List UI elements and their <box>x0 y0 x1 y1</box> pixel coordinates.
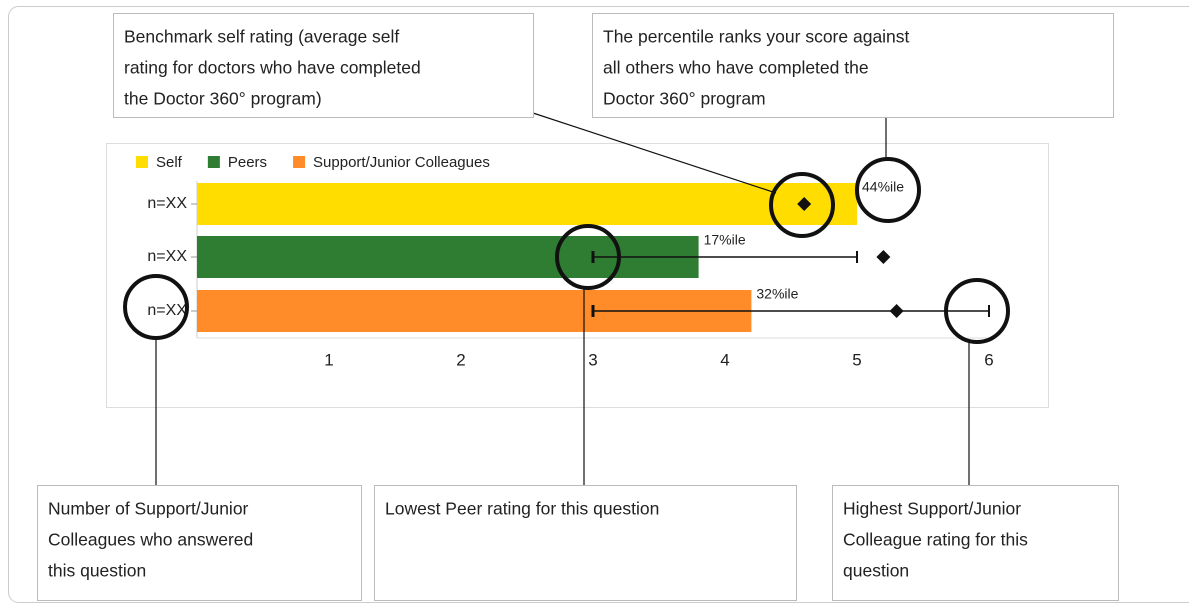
plot: 1 2 3 4 5 6 Self Peers Support/Junior Colleagues… <box>136 154 995 369</box>
percentile-label: 32%ile <box>756 286 798 302</box>
highlight-circle <box>769 172 835 238</box>
annotation-text: rating for doctors who have completed <box>124 58 421 78</box>
benchmark-marker <box>797 197 812 211</box>
x-tick-label: 5 <box>852 350 861 369</box>
highlight-circle <box>944 278 1010 344</box>
x-tick-label: 3 <box>588 350 597 369</box>
benchmark-marker <box>876 250 891 264</box>
legend-swatch <box>293 156 306 168</box>
annotation-box <box>832 485 1119 601</box>
annotation-box <box>374 485 797 601</box>
annotations <box>123 112 1010 485</box>
x-tick-label: 2 <box>456 350 465 369</box>
pointer <box>532 112 777 194</box>
annotation-text: Doctor 360° program <box>603 89 766 109</box>
annotation-text: Colleague rating for this <box>843 530 1028 550</box>
legend-label: Support/Junior Colleagues <box>313 154 490 171</box>
legend-label: Peers <box>228 154 267 171</box>
x-tick-label: 4 <box>720 350 729 369</box>
x-tick-label: 1 <box>324 350 333 369</box>
legend-swatch <box>136 156 148 168</box>
benchmark-marker <box>889 304 904 318</box>
highlight-circle <box>555 224 621 290</box>
y-tick-label: n=XX <box>147 195 187 212</box>
annotation-text: Highest Support/Junior <box>843 499 1021 519</box>
highlight-circle <box>123 274 189 340</box>
bar <box>197 183 857 225</box>
x-tick-label: 6 <box>984 350 993 369</box>
legend-swatch <box>207 156 220 168</box>
percentile-label: 17%ile <box>704 232 746 248</box>
highlight-circle <box>855 157 921 223</box>
annotation-text: this question <box>48 561 146 581</box>
annotation-box <box>37 485 362 601</box>
annotation-text: all others who have completed the <box>603 58 869 78</box>
annotation-box <box>113 13 534 118</box>
annotation-text: The percentile ranks your score against <box>603 27 910 47</box>
annotation-box <box>592 13 1114 118</box>
legend-label: Self <box>156 154 183 171</box>
annotation-text: Benchmark self rating (average self <box>124 27 399 47</box>
y-tick-label: n=XX <box>147 302 187 319</box>
percentile-label: 44%ile <box>862 179 904 195</box>
annotation-text: the Doctor 360° program) <box>124 89 322 109</box>
annotation-text: Colleagues who answered <box>48 530 253 550</box>
annotation-text: Number of Support/Junior <box>48 499 249 519</box>
y-tick-label: n=XX <box>147 248 187 265</box>
annotation-text: Lowest Peer rating for this question <box>385 499 659 519</box>
annotation-boxes: Benchmark self rating (average self ratin… <box>37 13 1119 601</box>
annotation-text: question <box>843 561 909 581</box>
